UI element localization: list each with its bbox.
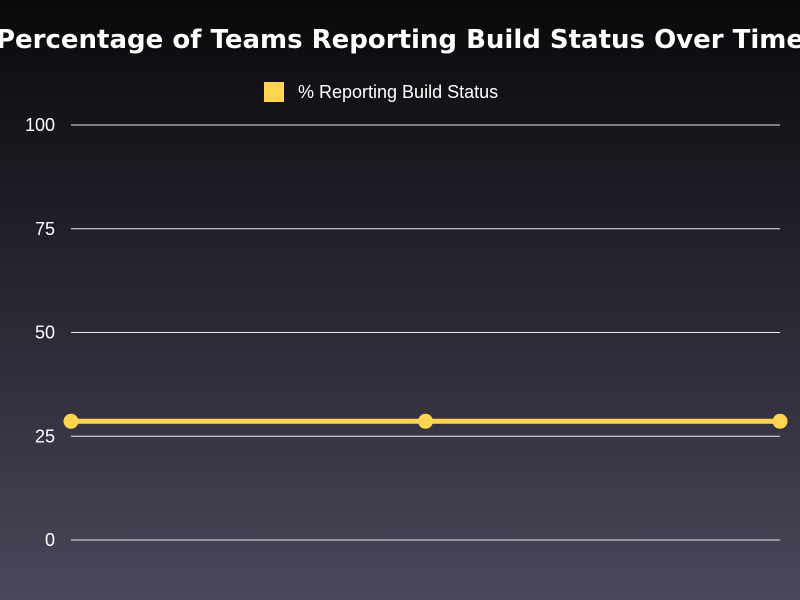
grid bbox=[71, 124, 780, 541]
series-layer bbox=[63, 413, 788, 429]
y-tick-label: 75 bbox=[35, 219, 55, 239]
data-point[interactable] bbox=[772, 413, 788, 429]
data-point[interactable] bbox=[418, 413, 433, 429]
y-tick-label: 0 bbox=[45, 530, 55, 550]
legend: % Reporting Build Status bbox=[264, 82, 498, 102]
y-tick-label: 100 bbox=[25, 115, 55, 135]
y-axis-ticks: 0 25 50 75 100 bbox=[25, 115, 55, 550]
legend-swatch bbox=[264, 82, 284, 102]
y-tick-label: 50 bbox=[35, 323, 55, 343]
legend-label: % Reporting Build Status bbox=[298, 82, 498, 102]
data-point[interactable] bbox=[63, 413, 79, 429]
y-tick-label: 25 bbox=[35, 426, 55, 446]
chart-title: Percentage of Teams Reporting Build Stat… bbox=[0, 25, 800, 55]
